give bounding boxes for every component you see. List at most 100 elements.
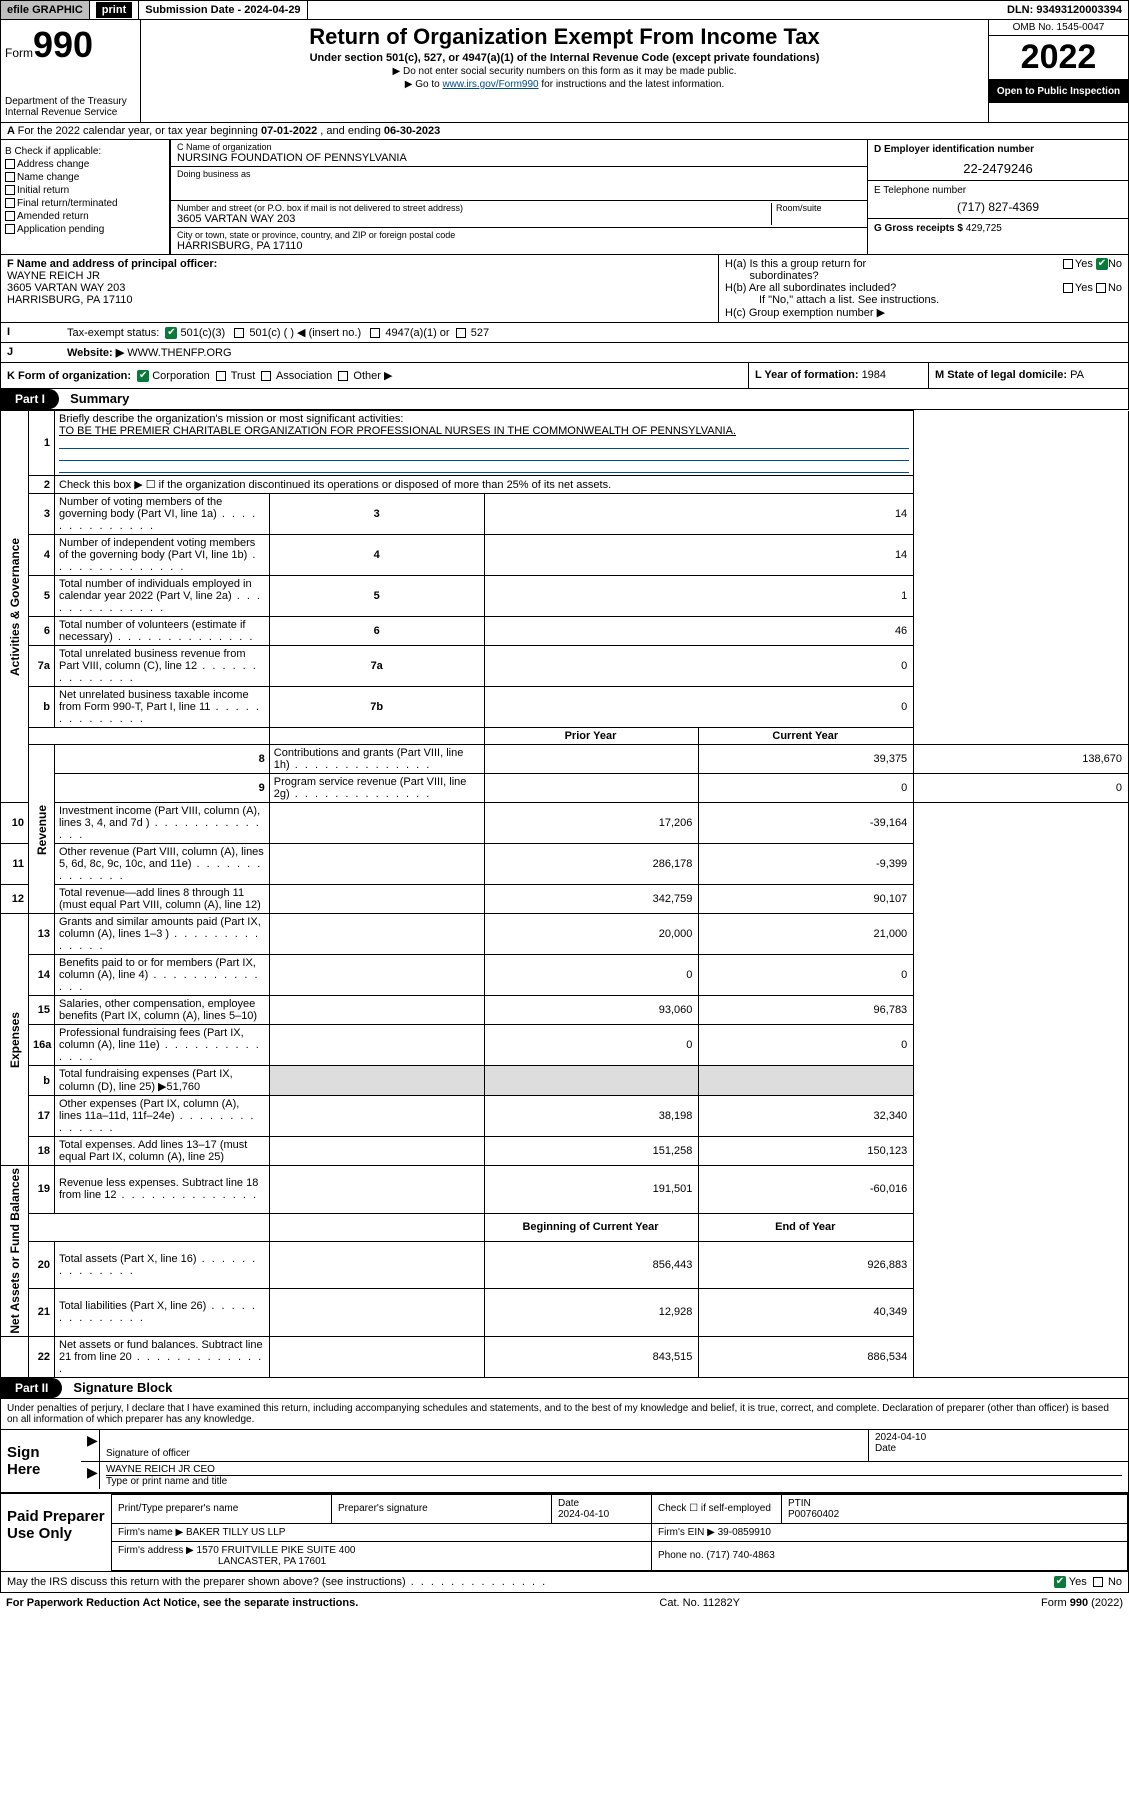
part-ii-bar: Part II Signature Block [0, 1378, 1129, 1399]
line-14-desc: Benefits paid to or for members (Part IX… [55, 955, 270, 996]
gross-receipts-cell: G Gross receipts $ 429,725 [868, 219, 1128, 238]
line-20-curr: 926,883 [699, 1241, 914, 1289]
top-bar: efile GRAPHIC print Submission Date - 20… [0, 0, 1129, 20]
prep-sig-label: Preparer's signature [338, 1503, 545, 1514]
footer: For Paperwork Reduction Act Notice, see … [0, 1593, 1129, 1613]
street-label: Number and street (or P.O. box if mail i… [177, 203, 771, 213]
ptin-label: PTIN [788, 1498, 811, 1509]
ha-no-label: No [1108, 258, 1122, 270]
checkbox-other[interactable] [338, 371, 348, 381]
dln-label: DLN: 93493120003394 [1001, 1, 1128, 19]
label-501c: 501(c) ( ) ◀ (insert no.) [249, 327, 361, 339]
discuss-no-label: No [1108, 1576, 1122, 1588]
ha-yes-label: Yes [1075, 258, 1093, 270]
year-formation-label: L Year of formation: [755, 369, 862, 381]
line-7b-val: 0 [484, 687, 914, 728]
signature-block: Under penalties of perjury, I declare th… [0, 1399, 1129, 1593]
submission-date-cell: Submission Date - 2024-04-29 [139, 1, 307, 19]
form-word: Form [5, 46, 33, 60]
checkbox-4947a1[interactable] [370, 328, 380, 338]
col-c-wrapper: C Name of organization NURSING FOUNDATIO… [171, 140, 1128, 254]
prep-name-label: Print/Type preparer's name [118, 1503, 325, 1514]
line-11-prior: 286,178 [484, 844, 699, 885]
form-subtitle: Under section 501(c), 527, or 4947(a)(1)… [149, 52, 980, 64]
line-1-label: Briefly describe the organization's miss… [59, 413, 909, 425]
line-18-desc: Total expenses. Add lines 13–17 (must eq… [55, 1137, 270, 1166]
part-ii-title: Signature Block [65, 1380, 172, 1395]
mission-blank-1 [59, 437, 909, 449]
checkbox-discuss-yes[interactable]: ✔ [1054, 1576, 1066, 1588]
current-year-hdr: Current Year [699, 728, 914, 745]
omb-number: OMB No. 1545-0047 [989, 20, 1128, 36]
street-value: 3605 VARTAN WAY 203 [177, 213, 771, 225]
goto-pre: ▶ Go to [405, 79, 443, 90]
org-name-label: C Name of organization [177, 142, 861, 152]
checkbox-association[interactable] [261, 371, 271, 381]
checkbox-discuss-no[interactable] [1093, 1577, 1103, 1587]
checkbox-initial-return[interactable] [5, 185, 15, 195]
cat-no: Cat. No. 11282Y [659, 1597, 740, 1609]
mission-text: TO BE THE PREMIER CHARITABLE ORGANIZATIO… [59, 425, 909, 437]
part-i-title: Summary [62, 391, 129, 406]
label-501c3: 501(c)(3) [181, 327, 226, 339]
line-22-prior: 843,515 [484, 1336, 699, 1377]
firm-ein-label: Firm's EIN ▶ [658, 1527, 718, 1538]
line-19-curr: -60,016 [699, 1166, 914, 1214]
line-2: Check this box ▶ ☐ if the organization d… [55, 476, 914, 494]
row-i-j: I Tax-exempt status: ✔ 501(c)(3) 501(c) … [0, 323, 1129, 343]
line-14-curr: 0 [699, 955, 914, 996]
line-8-prior: 39,375 [699, 745, 914, 774]
checkbox-application-pending[interactable] [5, 224, 15, 234]
mission-blank-3 [59, 461, 909, 473]
officer-label: F Name and address of principal officer: [7, 258, 217, 270]
line-12-desc: Total revenue—add lines 8 through 11 (mu… [55, 885, 270, 914]
label-amended-return: Amended return [17, 211, 89, 222]
street-field: Number and street (or P.O. box if mail i… [171, 201, 867, 228]
state-domicile-value: PA [1070, 369, 1084, 381]
hb-note: If "No," attach a list. See instructions… [725, 294, 1122, 306]
phone-cell: E Telephone number (717) 827-4369 [868, 181, 1128, 219]
preparer-table: Print/Type preparer's name Preparer's si… [111, 1494, 1128, 1571]
irs-link[interactable]: www.irs.gov/Form990 [442, 79, 538, 90]
prior-year-hdr: Prior Year [484, 728, 699, 745]
line-16a-desc: Professional fundraising fees (Part IX, … [55, 1025, 270, 1066]
print-button[interactable]: print [90, 1, 139, 19]
checkbox-501c[interactable] [234, 328, 244, 338]
submission-date-value: 2024-04-29 [244, 4, 300, 16]
checkbox-ha-no[interactable]: ✔ [1096, 258, 1108, 270]
side-netassets: Net Assets or Fund Balances [1, 1166, 29, 1337]
checkbox-amended-return[interactable] [5, 211, 15, 221]
checkbox-hb-no[interactable] [1096, 283, 1106, 293]
line-20-desc: Total assets (Part X, line 16) [55, 1241, 270, 1289]
checkbox-hb-yes[interactable] [1063, 283, 1073, 293]
sig-date-value: 2024-04-10 [875, 1432, 1122, 1443]
line-11-desc: Other revenue (Part VIII, column (A), li… [55, 844, 270, 885]
dba-label: Doing business as [177, 169, 861, 179]
line-1-num: 1 [29, 411, 55, 476]
pra-notice: For Paperwork Reduction Act Notice, see … [6, 1597, 358, 1609]
goto-note: ▶ Go to www.irs.gov/Form990 for instruct… [149, 79, 980, 90]
label-initial-return: Initial return [17, 185, 69, 196]
checkbox-trust[interactable] [216, 371, 226, 381]
self-employed-label: Check ☐ if self-employed [652, 1494, 782, 1523]
summary-table: Activities & Governance 1 Briefly descri… [0, 410, 1129, 1378]
ssn-note: ▶ Do not enter social security numbers o… [149, 66, 980, 77]
checkbox-ha-yes[interactable] [1063, 259, 1073, 269]
line-17-curr: 32,340 [699, 1096, 914, 1137]
line-19-prior: 191,501 [484, 1166, 699, 1214]
checkbox-527[interactable] [456, 328, 466, 338]
line-19-desc: Revenue less expenses. Subtract line 18 … [55, 1166, 270, 1214]
sig-date-label: Date [875, 1443, 1122, 1454]
website-label: Website: ▶ [67, 347, 127, 359]
org-name-value: NURSING FOUNDATION OF PENNSYLVANIA [177, 152, 861, 164]
line-14-prior: 0 [484, 955, 699, 996]
line-18-prior: 151,258 [484, 1137, 699, 1166]
checkbox-address-change[interactable] [5, 159, 15, 169]
entity-block: B Check if applicable: Address change Na… [0, 140, 1129, 255]
checkbox-final-return[interactable] [5, 198, 15, 208]
checkbox-name-change[interactable] [5, 172, 15, 182]
checkbox-501c3[interactable]: ✔ [165, 327, 177, 339]
checkbox-corporation[interactable]: ✔ [137, 370, 149, 382]
label-4947a1: 4947(a)(1) or [385, 327, 449, 339]
phone-label: E Telephone number [874, 185, 1122, 196]
